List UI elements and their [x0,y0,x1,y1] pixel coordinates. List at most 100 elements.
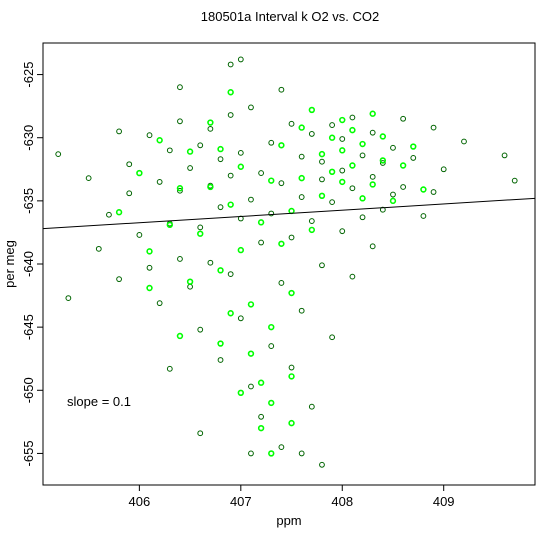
data-point [136,169,143,177]
data-point [369,173,376,180]
data-point [126,190,133,197]
data-point [257,219,265,226]
data-point [268,450,275,457]
data-point [268,399,275,407]
data-point [278,280,285,286]
data-point [207,259,214,266]
data-point [298,450,305,457]
data-point [146,132,153,139]
data-point [115,209,123,216]
data-point [349,273,356,280]
data-point [400,115,407,122]
data-point [399,162,407,169]
y-tick-label: -645 [21,314,36,340]
data-point [268,343,275,349]
data-point [176,185,184,192]
y-tick-label: -635 [21,188,36,214]
data-point [227,201,234,208]
data-point [319,158,325,165]
data-point [187,283,193,290]
data-point [177,84,183,91]
data-point [379,157,387,164]
data-point [237,246,245,254]
x-axis-label: ppm [276,513,301,528]
data-point [410,155,417,161]
data-point [237,149,244,156]
data-point [227,112,234,118]
data-point [298,307,305,314]
data-point [329,334,336,341]
data-point [217,340,224,347]
data-point [339,228,346,235]
data-point [146,248,153,255]
data-point [197,142,204,149]
data-point [177,256,183,262]
data-point [146,284,153,292]
y-tick-label: -625 [21,62,36,88]
slope-annotation: slope = 0.1 [67,394,131,409]
data-point [349,114,356,121]
data-point [308,403,315,410]
data-point [207,183,214,191]
data-point [308,226,316,234]
data-point [217,267,224,274]
regression-line [42,197,536,230]
data-point [328,134,336,141]
data-point [258,170,265,176]
data-point [390,191,396,198]
data-point [106,211,112,218]
data-point [328,168,336,176]
data-point [248,383,254,390]
data-point [268,177,275,184]
chart-title: 180501a Interval k O2 vs. CO2 [201,9,379,24]
data-point [268,139,275,146]
data-point [177,118,183,125]
data-point [207,125,214,132]
data-point [65,295,72,301]
data-point [136,232,143,238]
data-point [166,365,173,372]
data-point [207,119,214,126]
data-point [176,332,184,340]
x-tick-label: 409 [433,494,455,509]
data-point [379,160,386,166]
data-point [359,152,366,159]
data-point [339,147,346,154]
data-point [268,210,275,217]
data-point [187,165,193,171]
data-point [288,234,295,241]
data-point [247,301,255,308]
y-axis: -625 -630 -635 -640 -645 -650 -655 [21,62,43,466]
x-tick-label: 408 [331,494,353,509]
data-point [298,194,305,200]
data-point [288,419,295,427]
data-point [339,116,346,124]
data-point [288,373,295,380]
data-point [349,126,356,134]
data-point [400,184,407,190]
data-point [339,136,346,142]
data-point [257,424,265,432]
data-point [329,122,336,128]
data-point [248,104,254,111]
x-tick-label: 406 [129,494,151,509]
y-tick-label: -640 [21,251,36,277]
y-tick-label: -650 [21,377,36,403]
data-point [166,147,173,154]
data-point [197,224,204,231]
data-point [379,133,387,140]
data-point [298,153,305,160]
data-point [319,176,325,183]
data-point [258,239,265,246]
data-point [369,129,376,136]
data-point [237,389,245,397]
data-point [359,214,366,221]
data-point [126,161,133,168]
plot-frame [42,42,536,486]
data-point [511,177,518,184]
data-point [278,142,285,149]
data-point [85,175,92,182]
data-point [186,148,194,155]
data-point [268,323,275,331]
